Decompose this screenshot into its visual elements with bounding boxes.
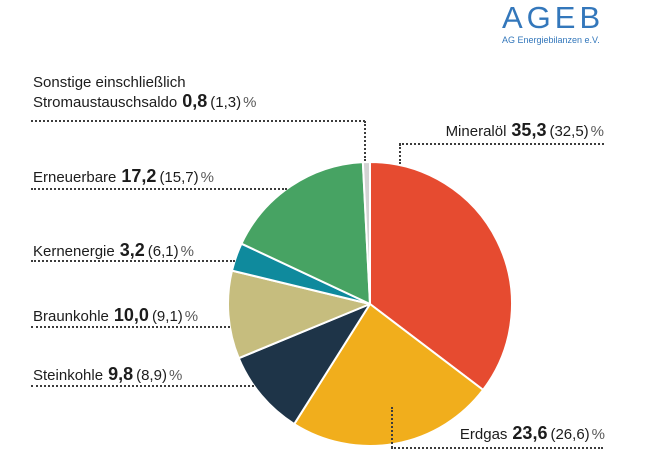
ageb-logo-subtitle: AG Energiebilanzen e.V. bbox=[502, 35, 600, 45]
slice-value: 3,2 bbox=[119, 240, 145, 260]
leader-line-erdgas-h bbox=[391, 447, 603, 449]
slice-value: 0,8 bbox=[182, 91, 208, 111]
percent-sign: % bbox=[180, 243, 194, 260]
label-kernenergie: Kernenergie 3,2 (6,1)% bbox=[33, 241, 194, 261]
slice-name: Mineralöl bbox=[445, 123, 507, 140]
pie-slice-mineraloel bbox=[369, 161, 513, 391]
percent-sign: % bbox=[168, 367, 183, 384]
label-steinkohle: Steinkohle 9,8 (8,9)% bbox=[33, 365, 182, 385]
pie-slice-steinkohle bbox=[237, 303, 371, 426]
percent-sign: % bbox=[200, 169, 214, 186]
leader-line-sonstige-h bbox=[31, 120, 365, 122]
slice-name: Braunkohle bbox=[33, 308, 109, 325]
label-sonstige-line2: Stromaustauschsaldo 0,8 (1,3)% bbox=[33, 92, 256, 112]
leader-line-mineraloel-v bbox=[399, 144, 401, 164]
slice-prev-value: (15,7) bbox=[159, 169, 199, 186]
slice-prev-value: (32,5) bbox=[549, 123, 589, 140]
slice-name: Kernenergie bbox=[33, 243, 115, 260]
leader-line-steinkohle-h bbox=[31, 385, 254, 387]
pie-slice-erneuerbare bbox=[240, 161, 371, 305]
slice-name: Erneuerbare bbox=[33, 169, 117, 186]
pie-slice-sonstige bbox=[361, 161, 371, 305]
slice-value: 17,2 bbox=[121, 166, 157, 186]
label-sonstige: Sonstige einschließlich Stromaustauschsa… bbox=[33, 73, 256, 112]
percent-sign: % bbox=[243, 94, 257, 111]
label-braunkohle: Braunkohle 10,0 (9,1)% bbox=[33, 306, 198, 326]
slice-prev-value: (8,9) bbox=[136, 367, 167, 384]
leader-line-mineraloel-h bbox=[399, 143, 604, 145]
label-mineraloel: Mineralöl 35,3 (32,5)% bbox=[446, 121, 604, 141]
slice-prev-value: (26,6) bbox=[550, 426, 590, 443]
slice-prev-value: (9,1) bbox=[151, 308, 183, 325]
pie-slice-braunkohle bbox=[227, 269, 371, 360]
label-erneuerbare: Erneuerbare 17,2 (15,7)% bbox=[33, 167, 214, 187]
slice-name: Steinkohle bbox=[33, 367, 104, 384]
pie-slice-erdgas bbox=[293, 303, 485, 447]
slice-name: Erdgas bbox=[459, 426, 508, 443]
slice-name: Sonstige einschließlich bbox=[33, 74, 186, 91]
slice-name: Stromaustauschsaldo bbox=[33, 94, 178, 111]
leader-line-braunkohle-h bbox=[31, 326, 230, 328]
leader-line-erneuerbare-h bbox=[31, 188, 287, 190]
ageb-logo: AGEB AG Energiebilanzen e.V. bbox=[502, 2, 612, 46]
slice-value: 10,0 bbox=[113, 305, 149, 325]
percent-sign: % bbox=[184, 308, 199, 325]
ageb-logo-title: AGEB bbox=[502, 0, 605, 35]
leader-line-erdgas-v bbox=[391, 407, 393, 448]
slice-value: 9,8 bbox=[108, 364, 134, 384]
percent-sign: % bbox=[590, 123, 604, 140]
label-erdgas: Erdgas 23,6 (26,6)% bbox=[460, 424, 605, 444]
label-sonstige-line1: Sonstige einschließlich bbox=[33, 73, 256, 92]
slice-value: 23,6 bbox=[512, 423, 548, 443]
slice-prev-value: (6,1) bbox=[147, 243, 179, 260]
percent-sign: % bbox=[591, 426, 605, 443]
slice-prev-value: (1,3) bbox=[210, 94, 242, 111]
slice-value: 35,3 bbox=[511, 120, 547, 140]
leader-line-sonstige-v bbox=[364, 121, 366, 161]
leader-line-kernenergie-h bbox=[31, 260, 235, 262]
